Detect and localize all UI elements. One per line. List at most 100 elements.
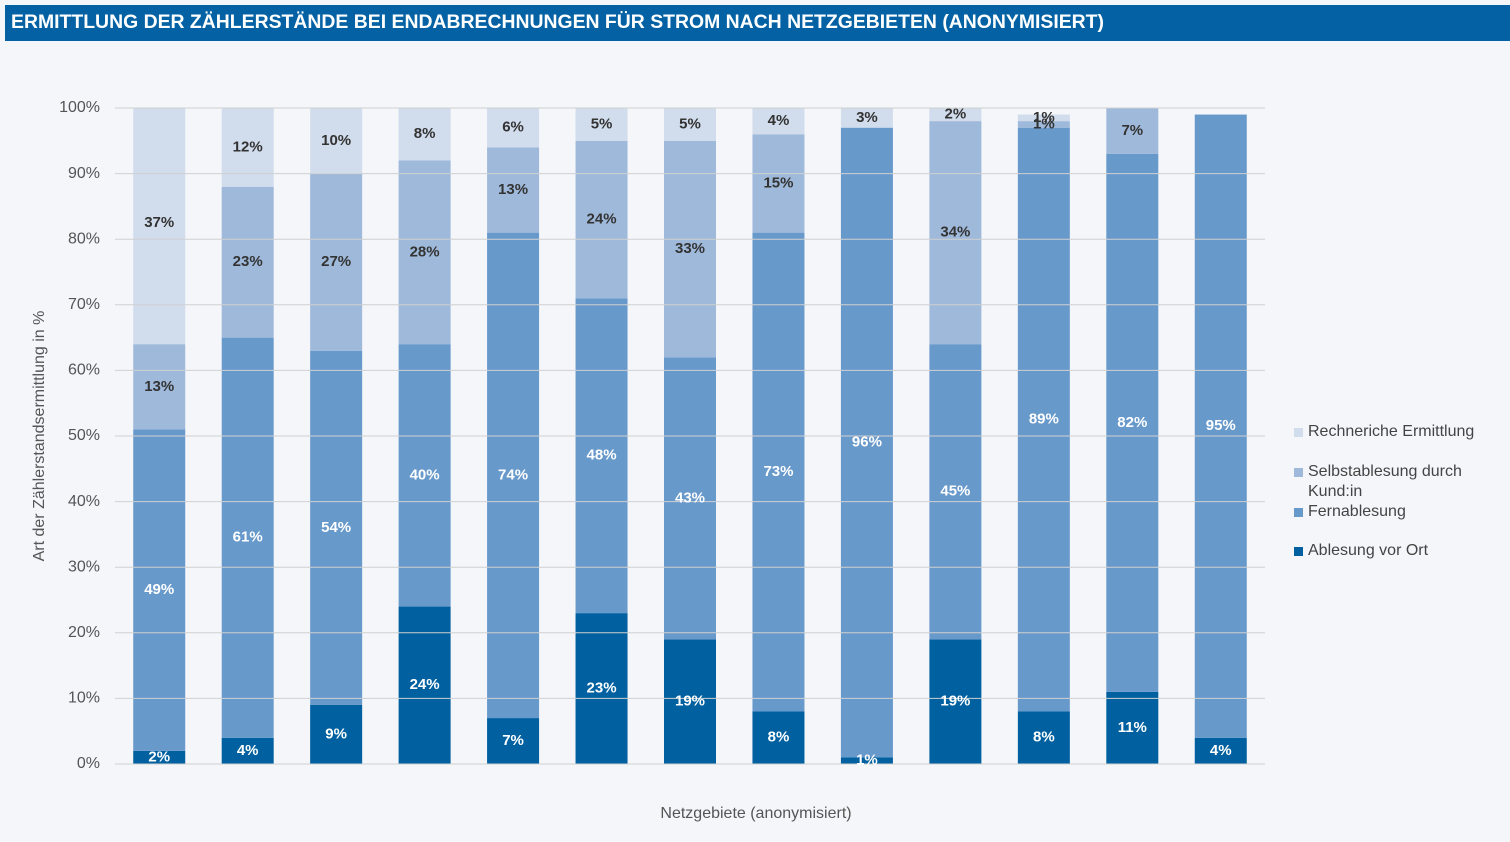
data-label: 10% — [321, 132, 351, 149]
bar-segment — [1017, 711, 1070, 764]
bar-segment — [664, 140, 716, 358]
bar-segment — [575, 298, 628, 614]
legend-label: Fernablesung — [1308, 503, 1406, 520]
data-label: 6% — [502, 119, 524, 136]
legend-swatch — [1294, 508, 1303, 517]
bar-segment — [575, 613, 628, 764]
bar-segment — [929, 108, 982, 122]
data-label: 8% — [768, 729, 790, 746]
data-label: 4% — [237, 742, 259, 759]
bar-segment — [1106, 691, 1159, 764]
data-label: 1% — [856, 752, 878, 769]
data-label: 45% — [940, 483, 970, 500]
data-label: 4% — [768, 112, 790, 129]
x-axis-label: Netzgebiete (anonymisiert) — [660, 805, 851, 822]
y-tick-label: 80% — [68, 230, 100, 247]
legend-item: Selbstablesung durch Kund:in — [1294, 462, 1499, 502]
legend-item: Fernablesung — [1294, 502, 1499, 522]
y-tick-label: 10% — [68, 690, 100, 707]
data-label: 4% — [1210, 742, 1232, 759]
y-axis-label: Art der Zählerstandsermittlung in % — [31, 311, 48, 562]
bar-segment — [664, 357, 716, 640]
data-label: 13% — [144, 378, 174, 395]
bar-segment — [840, 127, 893, 758]
y-tick-label: 70% — [68, 296, 100, 313]
bar-segment — [487, 718, 540, 764]
data-label: 82% — [1117, 414, 1147, 431]
bar-segment — [752, 711, 805, 764]
bar-segment — [929, 639, 982, 764]
y-tick-label: 50% — [68, 427, 100, 444]
data-label: 37% — [144, 214, 174, 231]
y-tick-label: 100% — [59, 99, 100, 116]
bar-segment — [221, 337, 274, 738]
y-tick-label: 0% — [77, 755, 100, 772]
data-label: 33% — [675, 240, 705, 257]
y-tick-label: 20% — [68, 624, 100, 641]
data-label: 34% — [940, 224, 970, 241]
bar-segment — [1017, 121, 1070, 128]
data-label: 24% — [587, 210, 617, 227]
bar-segment — [1106, 153, 1159, 692]
legend-item: Rechneriche Ermittlung — [1294, 422, 1499, 442]
bar-segment — [752, 108, 805, 135]
data-label: 89% — [1029, 411, 1059, 428]
data-label: 73% — [763, 463, 793, 480]
data-label: 5% — [679, 115, 701, 132]
legend-swatch — [1294, 547, 1303, 556]
data-label: 28% — [410, 243, 440, 260]
bar-segment — [1194, 114, 1247, 738]
data-label: 19% — [940, 693, 970, 710]
data-label: 2% — [945, 106, 967, 123]
bar-segment — [133, 429, 186, 751]
y-tick-label: 30% — [68, 558, 100, 575]
data-label: 8% — [1033, 729, 1055, 746]
bar-segment — [398, 160, 451, 345]
data-label: 48% — [587, 447, 617, 464]
bar-segment — [310, 350, 363, 705]
legend-label: Selbstablesung durch Kund:in — [1308, 463, 1462, 500]
data-label: 12% — [233, 138, 263, 155]
bar-segment — [487, 232, 540, 719]
bar-segment — [1194, 737, 1247, 764]
bar-segment — [398, 344, 451, 607]
data-label: 49% — [144, 581, 174, 598]
legend-label: Rechneriche Ermittlung — [1308, 423, 1475, 440]
data-label: 54% — [321, 519, 351, 536]
data-label: 5% — [591, 115, 613, 132]
legend-swatch — [1294, 428, 1303, 437]
data-label: 1% — [1033, 115, 1055, 132]
data-label: 19% — [675, 693, 705, 710]
legend-swatch — [1294, 468, 1303, 477]
y-tick-label: 90% — [68, 165, 100, 182]
bar-segment — [664, 639, 716, 764]
y-tick-label: 40% — [68, 493, 100, 510]
bar-segment — [575, 140, 628, 299]
bar-segment — [133, 750, 186, 764]
bar-segment — [221, 186, 274, 338]
data-label: 95% — [1206, 417, 1236, 434]
data-label: 8% — [414, 125, 436, 142]
data-label: 24% — [410, 676, 440, 693]
data-label: 96% — [852, 434, 882, 451]
bar-segment — [398, 108, 451, 161]
bar-segment — [487, 108, 540, 148]
bar-segment — [221, 737, 274, 764]
bar-segment — [664, 108, 716, 141]
data-label: 61% — [233, 529, 263, 546]
data-label: 23% — [587, 680, 617, 697]
data-label: 1% — [1033, 109, 1055, 126]
bar-segment — [840, 108, 893, 128]
bar-segment — [752, 232, 805, 712]
y-tick-label: 60% — [68, 362, 100, 379]
title-bar — [5, 5, 1510, 41]
bar-segment — [1106, 108, 1159, 154]
data-label: 23% — [233, 253, 263, 270]
bar-segment — [133, 344, 186, 430]
chart-title: ERMITTLUNG DER ZÄHLERSTÄNDE BEI ENDABREC… — [11, 12, 1104, 33]
bar-segment — [575, 108, 628, 141]
data-label: 15% — [763, 174, 793, 191]
data-label: 9% — [325, 725, 347, 742]
